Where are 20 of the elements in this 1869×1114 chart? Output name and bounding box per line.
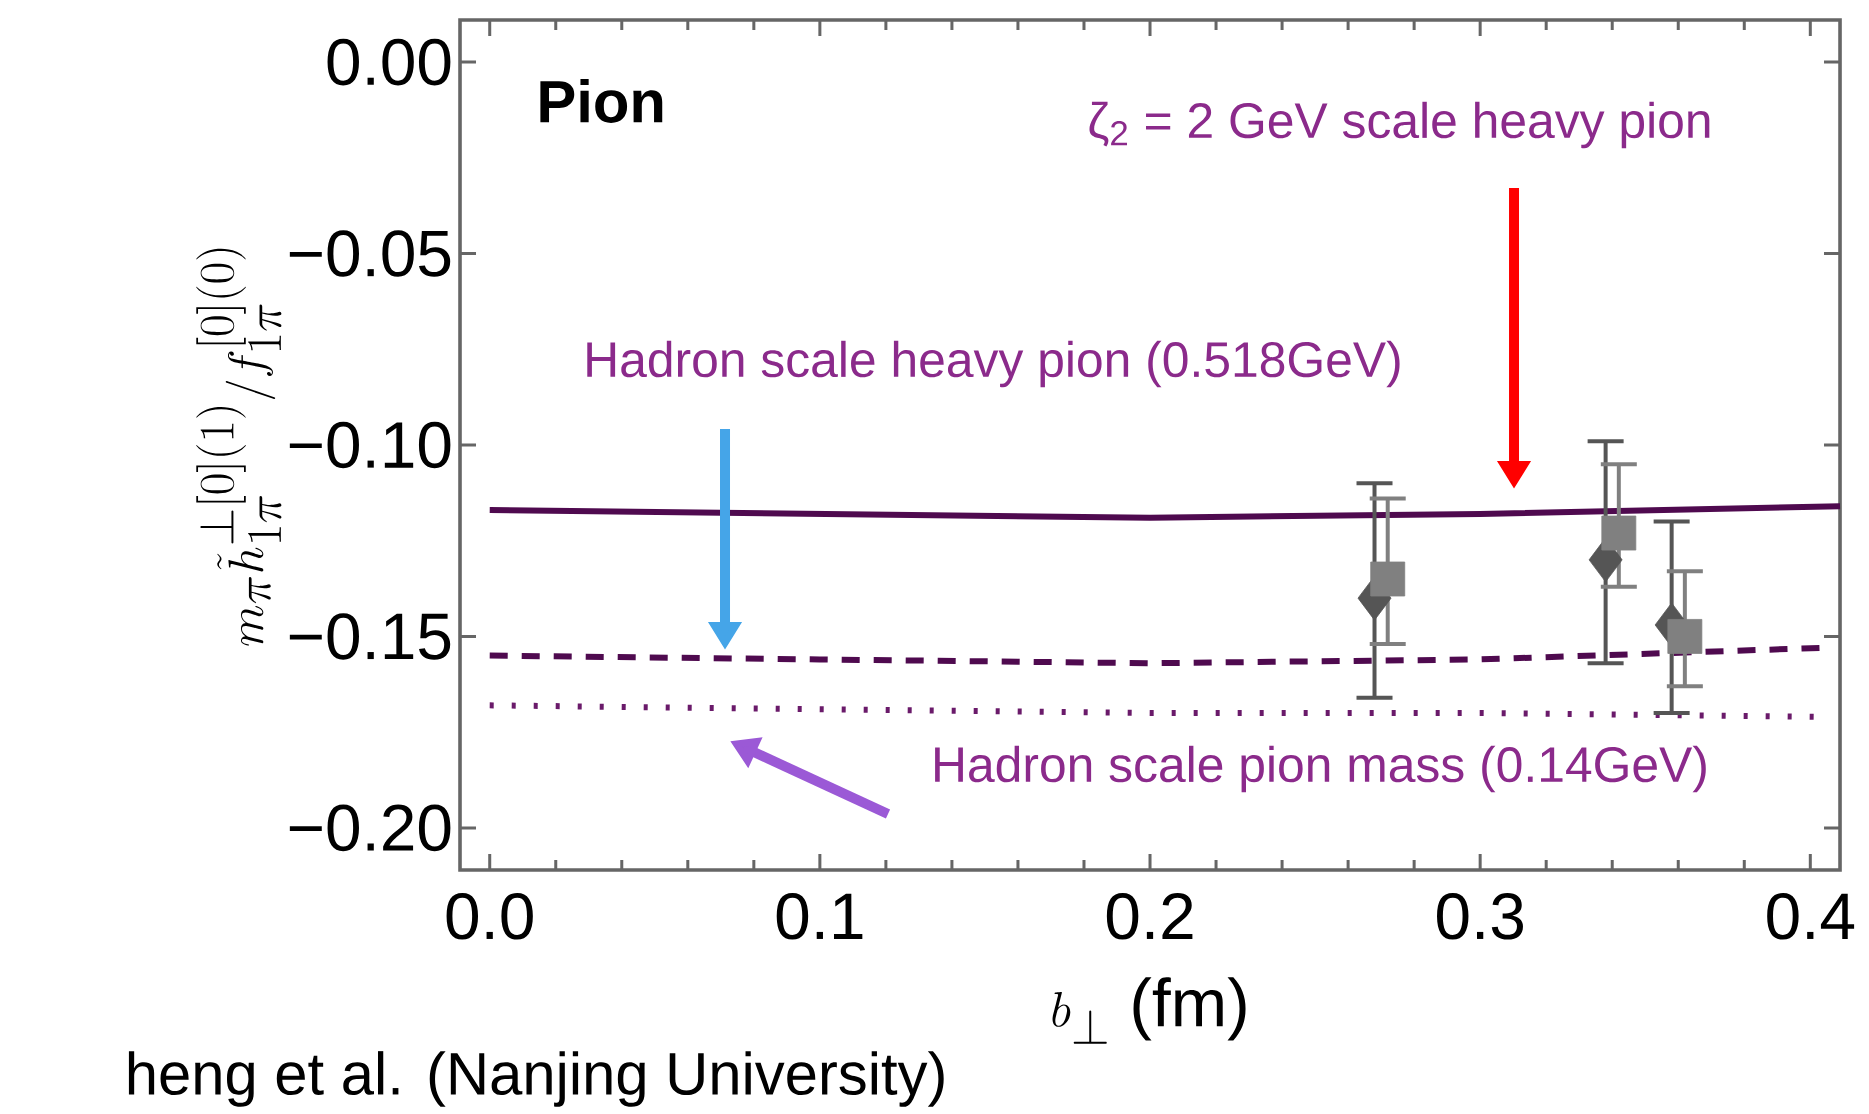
annotation: Hadron scale pion mass (0.14GeV)	[935, 745, 1706, 793]
y-tick-label: −0.05	[289, 230, 451, 277]
annotation: Pion	[540, 79, 663, 123]
y-tick-label: −0.20	[289, 804, 451, 852]
y-tick-label: −0.15	[289, 613, 451, 660]
y-tick-label: −0.10	[289, 421, 451, 469]
point	[1601, 515, 1637, 551]
x-tick-label: 0.2	[1106, 893, 1193, 940]
text: heng et al. (Nanjing University)	[128, 1051, 944, 1107]
y-tick-label: 0.00	[327, 38, 451, 86]
x-tick-label: 0.4	[1767, 893, 1855, 940]
x-axis-title: $b_{\perp}\ \mbox{(fm)}$	[1052, 977, 1246, 1044]
y-axis-title: $m_{\pi}\tilde{h}_{1\pi}^{\perp[0](1)}/f_{1\pi}^{[0](0)}$	[196, 248, 282, 646]
point	[1667, 619, 1703, 654]
point	[1370, 561, 1406, 597]
x-tick-label: 0.0	[446, 893, 533, 940]
annotation: Hadron scale heavy pion (0.518GeV)	[587, 340, 1400, 388]
annotation: ζ$_{2}$ = 2 GeV scale heavy pion	[1089, 101, 1710, 149]
x-tick-label: 0.1	[776, 893, 863, 940]
x-tick-label: 0.3	[1437, 893, 1523, 940]
